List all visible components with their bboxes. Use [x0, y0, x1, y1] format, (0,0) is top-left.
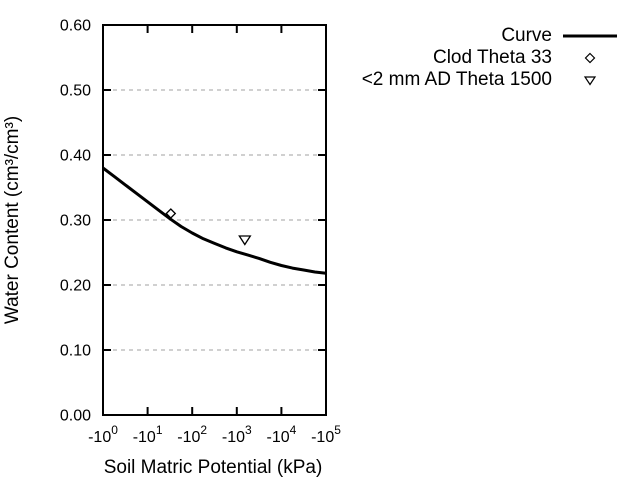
y-tick-label: 0.10 — [60, 343, 91, 360]
triangle-down-shape — [583, 76, 597, 86]
curve-line — [102, 166, 327, 275]
x-tick-label: -101 — [133, 423, 163, 446]
x-tick-label: -102 — [177, 423, 207, 446]
y-tick-label: 0.20 — [60, 278, 91, 295]
legend-label-clod-theta-33: Clod Theta 33 — [432, 47, 552, 68]
curve-line-sample-icon — [552, 32, 628, 40]
clod-theta-33-marker — [165, 208, 177, 219]
triangle-down-marker-icon — [552, 74, 628, 86]
x-tick-label: -100 — [88, 423, 118, 446]
legend-label-curve: Curve — [501, 25, 552, 46]
x-tick-label: -103 — [222, 423, 252, 446]
y-tick-label: 0.40 — [60, 148, 91, 165]
y-tick-label: 0.00 — [60, 408, 91, 425]
y-axis-title: Water Content (cm³/cm³) — [2, 116, 23, 324]
diamond-shape — [584, 52, 596, 64]
x-tick-label: -104 — [266, 423, 296, 446]
plot-layers: 0.00 0.10 0.20 0.30 0.40 0.50 0.60 -100 -101 -102… — [60, 18, 341, 447]
diamond-marker-icon — [552, 52, 628, 64]
y-tick-label: 0.50 — [60, 83, 91, 100]
x-tick-label: -105 — [311, 423, 341, 446]
legend-row-ad-theta-1500: <2 mm AD Theta 1500 — [330, 69, 628, 91]
x-axis-title: Soil Matric Potential (kPa) — [104, 457, 323, 478]
triangle-marker-svg — [583, 76, 597, 86]
diamond-marker-svg — [584, 52, 596, 64]
line-sample-svg — [563, 34, 617, 38]
legend: Curve Clod Theta 33 <2 mm AD Theta 1500 — [330, 25, 628, 91]
legend-label-ad-theta-1500: <2 mm AD Theta 1500 — [361, 69, 552, 90]
y-tick-label: 0.30 — [60, 213, 91, 230]
legend-row-clod-theta-33: Clod Theta 33 — [330, 47, 628, 69]
legend-row-curve: Curve — [330, 25, 628, 47]
2-mm-ad-theta-1500-marker — [238, 235, 252, 246]
y-tick-label: 0.60 — [60, 18, 91, 35]
